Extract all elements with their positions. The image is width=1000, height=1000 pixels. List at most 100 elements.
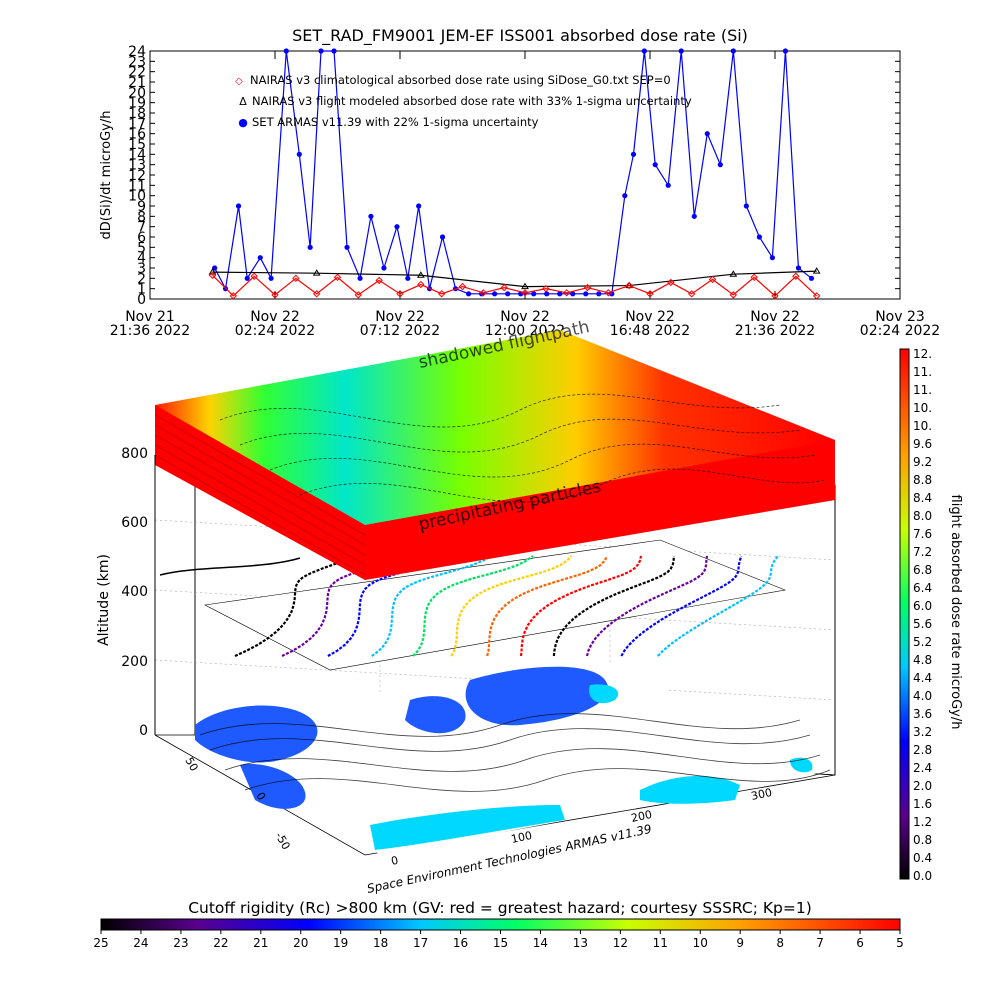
data-point <box>465 291 472 297</box>
y-tick-label: 15 <box>128 137 146 153</box>
colorbar-tick-label: 9.6 <box>913 437 932 451</box>
data-point <box>625 281 633 290</box>
rigidity-tick-label: 18 <box>373 936 388 950</box>
colorbar-fill <box>899 348 910 880</box>
x-tick-label-date: Nov 22 <box>750 309 800 325</box>
data-point <box>312 269 321 276</box>
data-point <box>812 267 821 274</box>
data-point <box>271 291 279 299</box>
rigidity-tick-label: 20 <box>293 936 308 950</box>
y-tick-label: 12 <box>128 168 146 184</box>
data-point <box>678 48 684 54</box>
plot-area: 0123456789101112131415161718192021222324… <box>110 44 940 339</box>
colorbar-tick-label: 5.2 <box>913 635 932 649</box>
rigidity-tick-label: 8 <box>776 936 784 950</box>
legend-label-climatological: NAIRAS v3 climatological absorbed dose r… <box>250 73 671 87</box>
colorbar-label: flight absorbed dose rate microGy/h <box>948 495 963 730</box>
data-point <box>691 213 697 219</box>
rigidity-tick-label: 25 <box>93 936 108 950</box>
data-point <box>437 290 446 298</box>
data-point <box>544 291 550 297</box>
lon-tick: 0 <box>390 854 400 868</box>
lat-tick: 50 <box>182 755 200 774</box>
data-point <box>625 281 634 289</box>
data-point <box>296 151 302 157</box>
data-point <box>492 291 498 297</box>
rigidity-ticks: 25 24 23 22 21 20 19 18 17 16 15 14 13 12 11 10 9 8 7 6 5 <box>93 930 904 950</box>
chart-title: SET_RAD_FM9001 JEM-EF ISS001 absorbed do… <box>292 26 748 46</box>
rigidity-tick-label: 6 <box>856 936 864 950</box>
data-point <box>208 271 217 279</box>
y-tick-label: 22 <box>128 65 146 81</box>
orbit-track <box>657 555 779 657</box>
y-tick-label: 24 <box>128 44 146 60</box>
x-tick-label-time: 02:24 2022 <box>860 323 940 339</box>
y-tick-label: 23 <box>128 54 146 70</box>
colorbar-tick-label: 4.0 <box>913 689 932 703</box>
map-continents <box>195 666 813 850</box>
lat-tick: -50 <box>272 830 292 852</box>
data-point <box>730 48 736 54</box>
rigidity-tick-label: 5 <box>896 936 904 950</box>
lon-tick: 200 <box>630 808 653 825</box>
data-point <box>521 282 529 290</box>
orbit-track <box>371 555 493 657</box>
data-point <box>212 265 218 271</box>
rigidity-tick-label: 21 <box>253 936 268 950</box>
legend-symbol-flight: Δ <box>239 95 247 108</box>
rigidity-tick-label: 9 <box>736 936 744 950</box>
colorbar-tick-label: 4.4 <box>913 671 932 685</box>
altitude-ticks: 0 200 400 600 800 <box>121 446 148 739</box>
data-point <box>729 291 738 299</box>
cube-3d: shadowed flightpath precipitating partic… <box>96 317 836 896</box>
colorbar-tick-label: 0.8 <box>913 833 932 847</box>
colorbar-tick-label: 8.8 <box>913 473 932 487</box>
altitude-tick: 0 <box>139 723 148 739</box>
data-point <box>771 292 779 300</box>
series-line <box>214 50 812 295</box>
rigidity-tick-label: 14 <box>533 936 548 950</box>
data-point <box>354 291 363 299</box>
series-line <box>212 270 817 288</box>
colorbar-tick-label: 2.8 <box>913 743 932 757</box>
rigidity-title: Cutoff rigidity (Rc) >800 km (GV: red = … <box>188 899 812 917</box>
data-point <box>292 274 300 283</box>
data-point <box>812 292 821 300</box>
colorbar-tick-label: 3.2 <box>913 725 932 739</box>
y-tick-label: 7 <box>137 220 146 236</box>
y-tick-label: 10 <box>128 189 146 205</box>
colorbar-tick-label: 6.4 <box>913 581 932 595</box>
rigidity-tick-label: 23 <box>173 936 188 950</box>
x-tick-label-time: 07:12 2022 <box>360 323 440 339</box>
data-point <box>312 290 321 298</box>
colorbar-tick-label: 10. <box>913 401 932 415</box>
legend: ◇ NAIRAS v3 climatological absorbed dose… <box>235 73 692 129</box>
data-point <box>531 291 537 297</box>
data-point <box>808 275 815 281</box>
colorbar-tick-label: 7.6 <box>913 527 932 541</box>
colorbar-tick-label: 1.6 <box>913 797 932 811</box>
altitude-axis-label: Altitude (km) <box>96 554 112 646</box>
x-tick-label-time: 02:24 2022 <box>235 323 315 339</box>
x-tick-label-date: Nov 22 <box>500 309 550 325</box>
data-point <box>250 272 258 280</box>
rigidity-tick-label: 22 <box>213 936 228 950</box>
slab-layer-lines <box>154 414 366 576</box>
colorbar-tick-label: 12. <box>913 347 932 361</box>
orbit-track <box>585 555 709 657</box>
rigidity-fill <box>100 918 901 931</box>
data-point <box>743 203 749 209</box>
data-point <box>394 224 400 230</box>
x-tick-label-time: 21:36 2022 <box>110 323 190 339</box>
colorbar-ticks: 12. 11. 11. 10. 10. 9.6 9.2 8.8 8.4 8.0 7.6 7.2 6.8 6… <box>913 347 932 883</box>
y-tick-label: 14 <box>128 147 146 163</box>
data-point <box>307 244 313 250</box>
dose-rate-colorbar: 12. 11. 11. 10. 10. 9.6 9.2 8.8 8.4 8.0 7.6 7.2 6.8 6… <box>899 347 963 883</box>
y-tick-label: 6 <box>137 230 146 246</box>
data-point <box>570 291 576 297</box>
data-point <box>333 273 342 282</box>
data-point <box>756 234 762 240</box>
rigidity-colorbar: Cutoff rigidity (Rc) >800 km (GV: red = … <box>93 899 903 950</box>
colorbar-tick-label: 8.0 <box>913 509 932 523</box>
